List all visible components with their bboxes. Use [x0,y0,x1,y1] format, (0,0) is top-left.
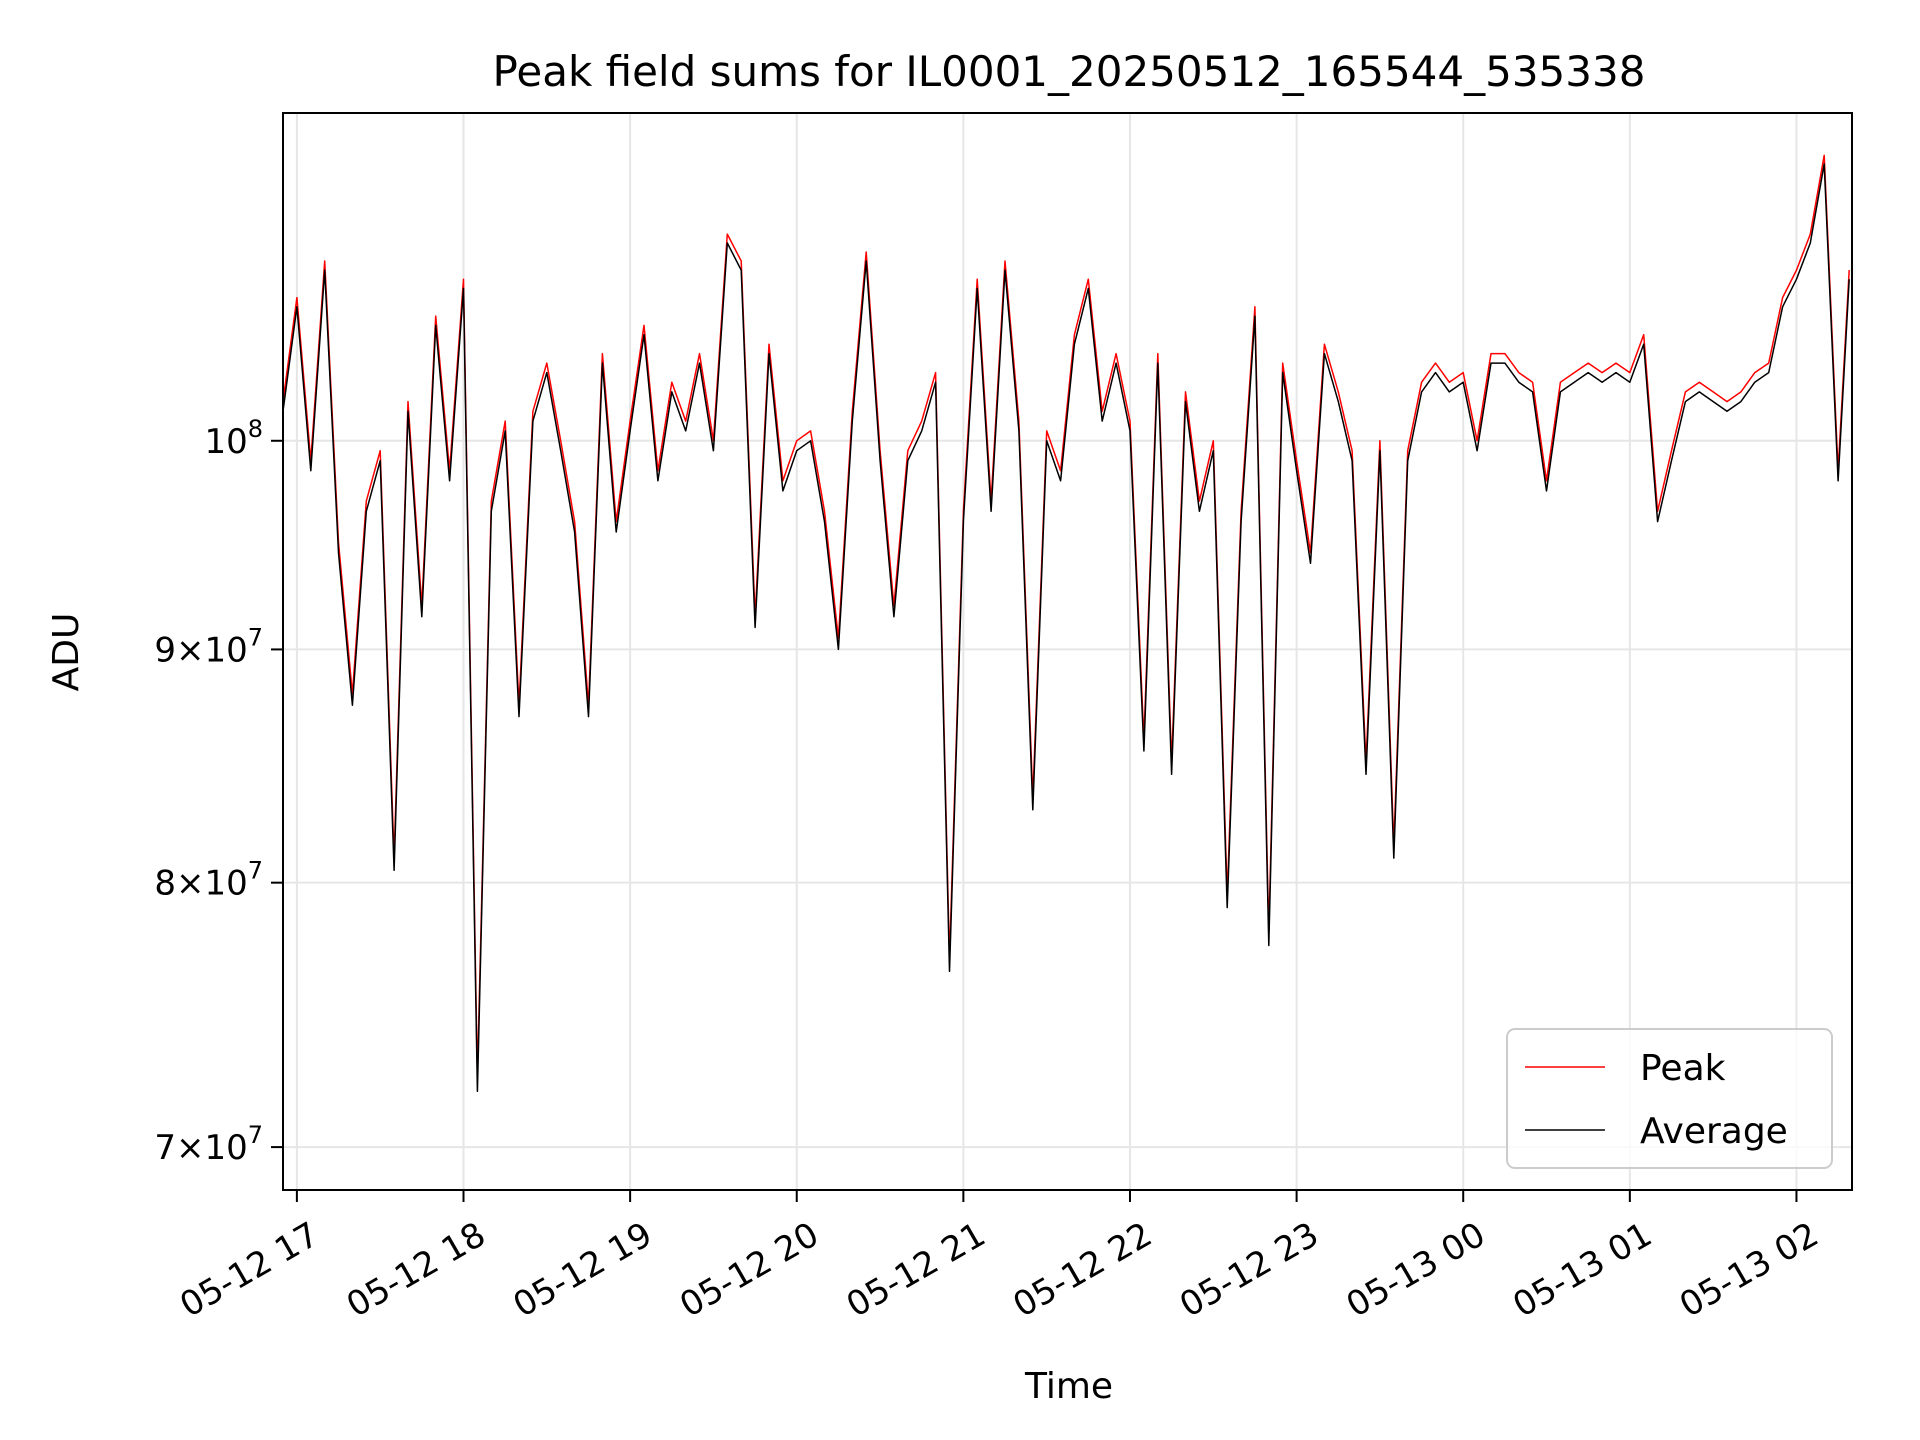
series-line-peak [282,154,1850,1079]
series-lines [282,154,1850,1093]
plot-frame [282,112,1853,1191]
y-tick-label: 8×107 [154,857,263,904]
legend-box [1506,1028,1833,1169]
series-line-average [282,163,1850,1093]
legend: Peak Average [1506,1028,1833,1169]
y-tick-label: 108 [204,415,263,462]
y-axis-label: ADU [46,613,87,692]
legend-label-average: Average [1640,1111,1788,1152]
y-tick-label: 9×107 [154,623,263,670]
chart-title: Peak field sums for IL0001_20250512_1655… [493,47,1646,96]
y-tick-label: 7×107 [154,1121,263,1168]
x-axis-label: Time [1024,1366,1113,1407]
legend-label-peak: Peak [1640,1048,1726,1089]
y-axis: 7×107 8×107 9×107 108 [154,415,283,1168]
